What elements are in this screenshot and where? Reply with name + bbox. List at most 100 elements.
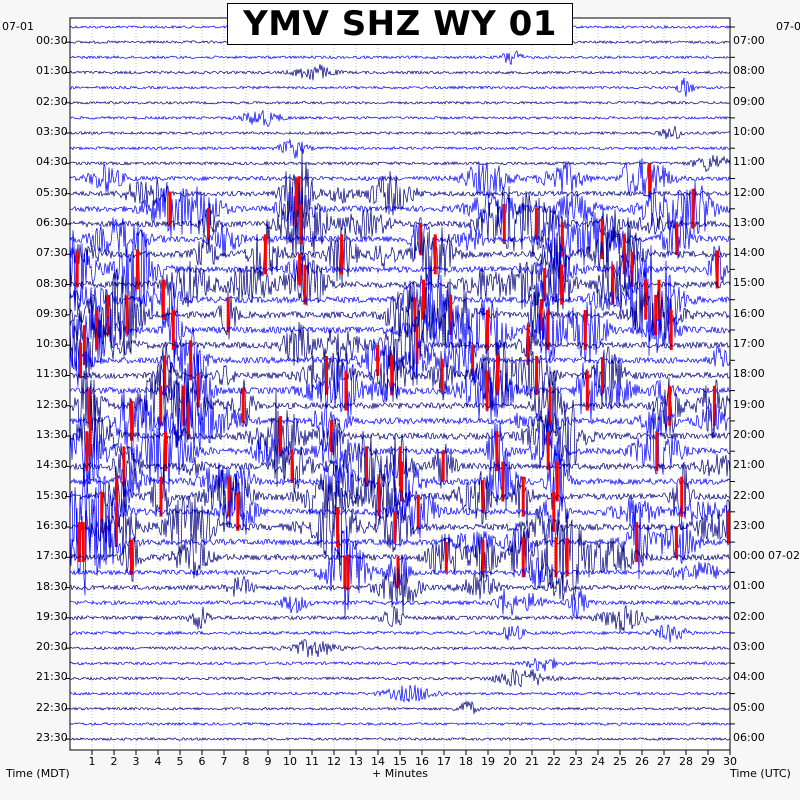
clipped-burst: [548, 386, 552, 425]
trace-line: [69, 500, 731, 596]
x-tick-label: 26: [635, 755, 649, 768]
trace-line: [69, 305, 731, 386]
clipped-burst: [226, 297, 230, 333]
clipped-burst: [565, 538, 569, 577]
left-axis-label: Time (MDT): [6, 767, 70, 780]
left-time-label: 17:30: [36, 549, 68, 563]
x-tick-label: 8: [242, 755, 250, 768]
right-time-label: 21:00: [733, 458, 765, 472]
right-date-marker: 07-02: [768, 549, 800, 563]
trace-line: [69, 208, 731, 280]
clipped-burst: [325, 356, 328, 395]
clipped-burst: [299, 204, 303, 244]
clipped-burst: [75, 251, 79, 288]
right-time-label: 04:00: [733, 670, 765, 684]
clipped-burst: [481, 480, 485, 513]
clipped-burst: [100, 491, 104, 532]
x-tick-label: 17: [437, 755, 451, 768]
clipped-burst: [526, 325, 530, 366]
clipped-burst: [555, 461, 559, 502]
right-top-corner-date: 07-01: [776, 20, 800, 33]
clipped-burst: [441, 450, 445, 482]
clipped-burst: [601, 357, 604, 394]
trace-line: [69, 464, 731, 560]
clipped-burst: [654, 294, 658, 335]
clipped-burst: [171, 310, 175, 350]
trace-line: [69, 125, 731, 140]
x-tick-label: 10: [283, 755, 297, 768]
trace-line: [69, 461, 731, 531]
clipped-burst: [552, 491, 556, 532]
clipped-burst: [115, 476, 119, 517]
clipped-burst: [539, 299, 543, 331]
clipped-burst: [440, 358, 444, 393]
trace-line: [69, 341, 731, 410]
left-time-label: 13:30: [36, 428, 68, 442]
trace-line: [69, 50, 731, 65]
x-tick-label: 3: [132, 755, 140, 768]
clipped-burst: [413, 297, 417, 333]
clipped-burst: [554, 537, 558, 578]
left-time-label: 07:30: [36, 246, 68, 260]
clipped-burst: [546, 432, 550, 471]
ticks: [65, 26, 735, 755]
left-time-label: 23:30: [36, 731, 68, 745]
clipped-burst: [81, 522, 85, 563]
clipped-burst: [390, 355, 394, 396]
clipped-burst: [444, 541, 448, 573]
clipped-burst: [343, 555, 347, 590]
right-time-label: 15:00: [733, 276, 765, 290]
clipped-burst: [416, 494, 420, 529]
clipped-burst: [648, 163, 652, 194]
trace-line: [69, 657, 731, 672]
x-tick-label: 25: [613, 755, 627, 768]
clipped-burst: [263, 234, 267, 275]
x-tick-label: 18: [459, 755, 473, 768]
trace-line: [69, 139, 731, 159]
left-time-label: 11:30: [36, 367, 68, 381]
left-time-label: 20:30: [36, 640, 68, 654]
clipped-burst: [560, 264, 564, 305]
clipped-burst: [502, 204, 506, 244]
clipped-burst: [159, 385, 163, 426]
trace-line: [69, 700, 731, 715]
x-tick-label: 29: [701, 755, 715, 768]
trace-line: [69, 623, 731, 643]
right-time-label: 02:00: [733, 609, 765, 623]
left-corner-date: 07-01: [2, 20, 34, 33]
clipped-burst: [329, 420, 333, 452]
clipped-burst: [422, 279, 425, 320]
clipped-burst: [496, 355, 499, 396]
clipped-burst: [691, 188, 695, 229]
traces: [69, 24, 731, 742]
clipped-burst: [189, 340, 193, 381]
x-tick-label: 9: [264, 755, 272, 768]
clipped-burst: [377, 477, 381, 517]
clipped-burst: [600, 219, 604, 260]
clipped-burst: [164, 431, 167, 472]
clipped-burst: [82, 325, 86, 366]
x-tick-label: 19: [481, 755, 495, 768]
right-time-label: 16:00: [733, 306, 765, 320]
x-tick-label: 30: [723, 755, 737, 768]
clipped-burst: [521, 537, 525, 578]
trace-line: [69, 488, 731, 566]
right-time-label: 12:00: [733, 185, 765, 199]
left-time-label: 16:30: [36, 518, 68, 532]
x-tick-label: 22: [547, 755, 561, 768]
trace-line: [69, 441, 731, 524]
clipped-burst: [125, 295, 129, 335]
right-time-label: 14:00: [733, 246, 765, 260]
left-time-label: 08:30: [36, 276, 68, 290]
clipped-burst: [715, 250, 719, 289]
trace-line: [69, 100, 731, 105]
clipped-burst: [486, 310, 489, 350]
clipped-burst: [535, 356, 539, 395]
clipped-burst: [712, 385, 716, 426]
clipped-burst: [471, 344, 475, 376]
clipped-burst: [207, 207, 210, 240]
left-time-label: 04:30: [36, 155, 68, 169]
trace-line: [69, 387, 731, 487]
x-tick-label: 24: [591, 755, 605, 768]
trace-line: [70, 668, 731, 688]
